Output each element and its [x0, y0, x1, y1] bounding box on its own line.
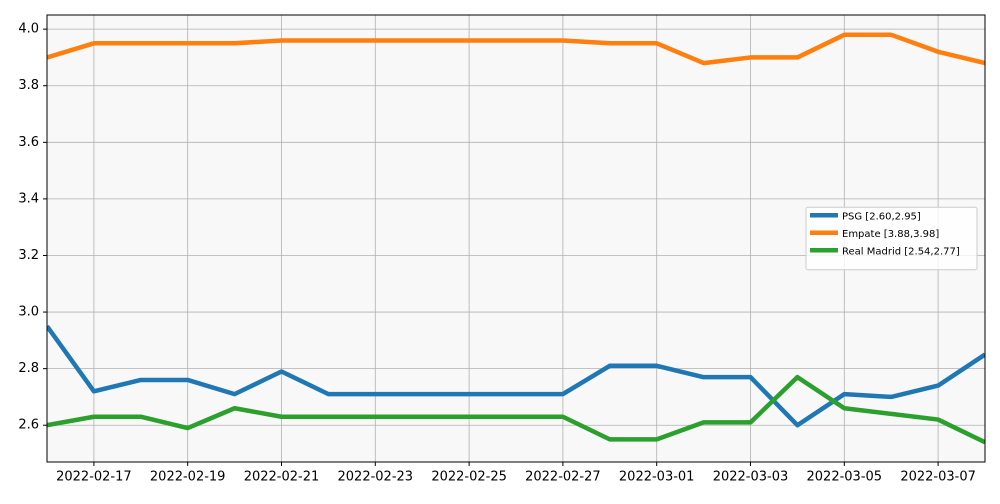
x-tick-label: 2022-03-03 [713, 470, 789, 485]
series-line [47, 374, 985, 445]
plot-frame [46, 14, 986, 463]
x-tick-label: 2022-03-01 [619, 470, 695, 485]
y-tick-label: 4.0 [18, 22, 39, 37]
x-tick-label: 2022-02-19 [150, 470, 226, 485]
y-tick-label: 3.2 [18, 248, 39, 263]
y-tick-label: 3.4 [18, 191, 39, 206]
legend-box [805, 206, 978, 271]
y-tick-label: 2.8 [18, 361, 39, 376]
x-tick-label: 2022-03-05 [807, 470, 883, 485]
x-tick-label: 2022-03-07 [900, 470, 976, 485]
y-tick-label: 3.8 [18, 78, 39, 93]
x-tick-label: 2022-02-17 [56, 470, 132, 485]
x-tick-label: 2022-02-21 [244, 470, 320, 485]
x-tick-label: 2022-02-27 [525, 470, 601, 485]
y-tick-label: 3.0 [18, 305, 39, 320]
series-line [47, 32, 985, 66]
series-group [47, 32, 985, 445]
x-tick-label: 2022-02-25 [431, 470, 507, 485]
legend-label: Real Madrid [2.54,2.77] [842, 246, 960, 257]
x-tick-label: 2022-02-23 [338, 470, 414, 485]
legend-label: PSG [2.60,2.95] [842, 211, 921, 222]
y-tick-label: 2.6 [18, 418, 39, 433]
legend-label: Empate [3.88,3.98] [842, 229, 939, 240]
series-line [47, 324, 985, 428]
y-tick-label: 3.6 [18, 135, 39, 150]
